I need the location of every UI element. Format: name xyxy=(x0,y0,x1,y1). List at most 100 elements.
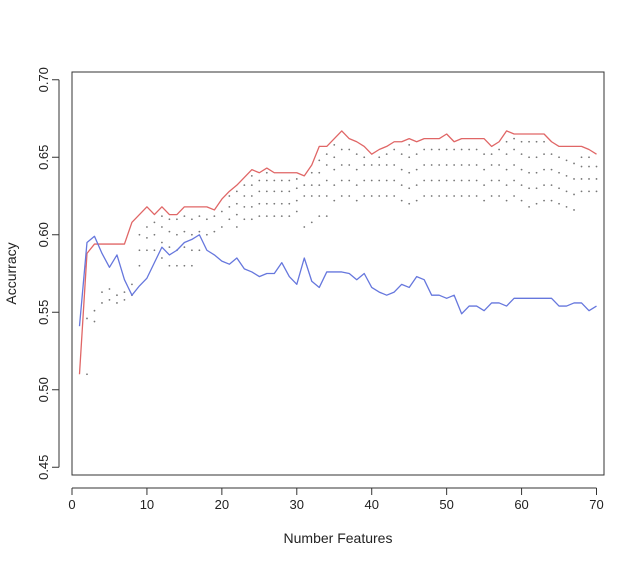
scatter-point xyxy=(93,309,96,312)
x-tick-label: 70 xyxy=(589,497,603,512)
scatter-point xyxy=(483,184,486,187)
scatter-point xyxy=(303,195,306,197)
scatter-point xyxy=(86,373,88,376)
scatter-point xyxy=(138,264,141,267)
scatter-point xyxy=(101,291,103,293)
scatter-point xyxy=(528,140,530,143)
scatter-point xyxy=(588,178,590,180)
scatter-point xyxy=(415,153,418,156)
scatter-point xyxy=(513,164,515,166)
scatter-point xyxy=(303,226,306,228)
scatter-point xyxy=(310,184,313,187)
scatter-point xyxy=(250,195,253,197)
axes: 0 10 20 30 40 50 60 70 0.45 0.50 0.55 0.60 0.65 0.70 xyxy=(36,67,604,512)
scatter-point xyxy=(168,264,171,267)
scatter-point xyxy=(228,218,231,221)
scatter-point xyxy=(498,148,500,151)
scatter-point xyxy=(176,264,178,267)
scatter-point xyxy=(415,199,418,202)
scatter-point xyxy=(468,148,471,151)
scatter-point xyxy=(468,164,471,166)
scatter-point xyxy=(340,195,343,197)
scatter-point xyxy=(550,153,553,156)
scatter-point xyxy=(273,215,276,218)
scatter-point xyxy=(198,215,201,218)
scatter-point xyxy=(483,199,486,202)
scatter-point xyxy=(93,320,96,323)
scatter-point xyxy=(460,148,463,151)
scatter-point xyxy=(348,195,351,197)
scatter-point xyxy=(520,184,523,187)
scatter-point xyxy=(520,168,523,171)
scatter-point xyxy=(310,195,313,197)
scatter-point xyxy=(505,168,508,171)
scatter-point xyxy=(490,164,493,166)
scatter-point xyxy=(445,164,448,166)
scatter-point xyxy=(370,195,373,197)
scatter-point xyxy=(205,233,208,236)
scatter-point xyxy=(415,184,418,187)
scatter-point xyxy=(385,195,388,197)
scatter-point xyxy=(318,171,321,174)
scatter-point xyxy=(116,294,118,297)
scatter-point xyxy=(543,184,545,187)
scatter-point xyxy=(363,164,366,166)
scatter-point xyxy=(430,195,433,197)
scatter-point xyxy=(415,168,418,171)
scatter-point xyxy=(168,246,171,249)
scatter-point xyxy=(483,168,486,171)
scatter-point xyxy=(468,179,471,182)
scatter-point xyxy=(520,199,523,202)
scatter-point xyxy=(573,193,575,196)
scatter-point xyxy=(565,159,568,162)
series-line-1 xyxy=(78,130,597,375)
scatter-point xyxy=(505,140,508,143)
scatter-point xyxy=(520,153,523,156)
scatter-point xyxy=(400,153,403,156)
scatter-point xyxy=(228,195,231,197)
scatter-point xyxy=(430,164,433,166)
scatter-point xyxy=(595,178,598,180)
scatter-point xyxy=(445,148,448,151)
scatter-point xyxy=(408,187,411,190)
scatter-point xyxy=(535,171,538,174)
scatter-point xyxy=(108,298,111,301)
scatter-point xyxy=(408,143,411,146)
scatter-point xyxy=(318,195,321,197)
scatter-point xyxy=(543,199,545,202)
scatter-point xyxy=(183,264,186,267)
scatter-point xyxy=(108,288,111,290)
scatter-point xyxy=(131,283,133,286)
x-axis-title: Number Features xyxy=(284,530,393,546)
scatter-point xyxy=(273,190,276,193)
scatter-point xyxy=(123,298,126,301)
scatter-point xyxy=(393,179,396,182)
scatter-point xyxy=(355,168,358,171)
scatter-point xyxy=(265,171,268,174)
scatter-point xyxy=(161,215,163,218)
scatter-point xyxy=(580,156,583,159)
scatter-point xyxy=(438,195,441,197)
scatter-point xyxy=(310,221,313,224)
scatter-point xyxy=(288,190,291,193)
scatter-point xyxy=(258,202,261,205)
scatter-point xyxy=(588,156,590,159)
scatter-point xyxy=(265,202,268,205)
scatter-point xyxy=(550,184,553,187)
series-lines xyxy=(78,130,597,375)
scatter-point xyxy=(340,148,343,151)
scatter-point xyxy=(535,187,538,190)
scatter-point xyxy=(295,178,298,180)
scatter-point xyxy=(153,221,156,224)
scatter-point xyxy=(565,205,568,208)
scatter-point xyxy=(408,202,411,205)
scatter-point xyxy=(258,215,261,218)
scatter-point xyxy=(265,190,268,193)
scatter-point xyxy=(520,140,523,143)
scatter-point xyxy=(580,165,583,168)
scatter-point xyxy=(528,156,530,159)
scatter-point xyxy=(340,179,343,182)
scatter-point xyxy=(190,264,193,267)
scatter-point xyxy=(378,195,381,197)
scatter-point xyxy=(363,179,366,182)
